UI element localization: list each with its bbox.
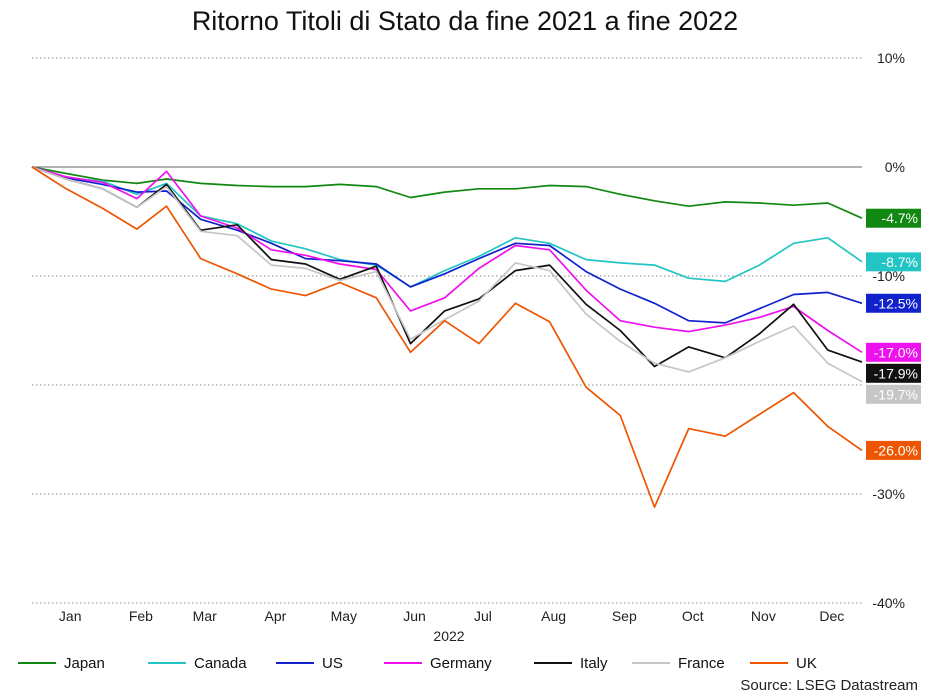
x-tick-label: Feb <box>129 608 153 624</box>
x-tick-label: Oct <box>682 608 704 624</box>
x-tick-label: Jan <box>59 608 82 624</box>
x-tick-label: Nov <box>751 608 776 624</box>
x-tick-label: Dec <box>819 608 844 624</box>
legend-swatch <box>148 662 186 664</box>
legend-label: Japan <box>64 654 105 672</box>
series-line-us <box>31 166 863 324</box>
legend-item-germany: Germany <box>384 655 534 672</box>
y-tick-label: 10% <box>877 50 905 66</box>
end-label-japan: -4.7% <box>866 208 921 228</box>
end-label-text: -12.5% <box>874 295 918 311</box>
x-tick-label: Mar <box>193 608 217 624</box>
legend-swatch <box>534 662 572 664</box>
y-tick-label: 0% <box>885 159 905 175</box>
legend-label: UK <box>796 654 817 672</box>
legend-swatch <box>276 662 314 664</box>
legend-label: France <box>678 654 725 672</box>
legend-swatch <box>632 662 670 664</box>
legend-item-uk: UK <box>750 655 850 672</box>
series-line-italy <box>31 166 863 368</box>
source-note: Source: LSEG Datastream <box>740 677 918 694</box>
legend-item-japan: Japan <box>18 655 148 672</box>
x-tick-label: May <box>331 608 357 624</box>
series-line-japan <box>31 166 863 219</box>
legend-label: US <box>322 654 343 672</box>
legend-item-us: US <box>276 655 384 672</box>
legend-label: Italy <box>580 654 608 672</box>
x-year-label: 2022 <box>433 628 464 644</box>
legend: Japan Canada US Germany Italy France UK <box>18 653 850 673</box>
end-label-text: -26.0% <box>874 442 918 458</box>
end-label-germany: -17.0% <box>866 342 921 362</box>
end-label-us: -12.5% <box>866 293 921 313</box>
x-tick-label: Jun <box>403 608 426 624</box>
end-label-text: -19.7% <box>874 386 918 402</box>
end-label-text: -17.0% <box>874 344 918 360</box>
x-tick-label: Sep <box>612 608 637 624</box>
series-line-france <box>31 166 863 383</box>
legend-swatch <box>18 662 56 664</box>
legend-item-france: France <box>632 655 750 672</box>
end-label-uk: -26.0% <box>866 440 921 460</box>
end-label-text: -17.9% <box>874 365 918 381</box>
chart-title: Ritorno Titoli di Stato da fine 2021 a f… <box>191 6 739 36</box>
legend-label: Canada <box>194 654 247 672</box>
end-label-text: -4.7% <box>881 210 918 226</box>
y-tick-label: -40% <box>872 595 905 611</box>
x-tick-label: Apr <box>265 608 287 624</box>
legend-item-italy: Italy <box>534 655 632 672</box>
legend-label: Germany <box>430 654 492 672</box>
legend-swatch <box>384 662 422 664</box>
x-tick-label: Jul <box>474 608 492 624</box>
y-tick-label: -10% <box>872 268 905 284</box>
x-tick-label: Aug <box>541 608 566 624</box>
legend-item-canada: Canada <box>148 655 276 672</box>
y-tick-label: -30% <box>872 486 905 502</box>
series-line-uk <box>31 166 863 508</box>
series-line-germany <box>31 166 863 354</box>
end-label-italy: -17.9% <box>866 363 921 383</box>
end-label-text: -8.7% <box>881 254 918 270</box>
end-label-canada: -8.7% <box>866 252 921 272</box>
series-line-canada <box>31 166 863 288</box>
legend-swatch <box>750 662 788 664</box>
end-label-france: -19.7% <box>866 384 921 404</box>
